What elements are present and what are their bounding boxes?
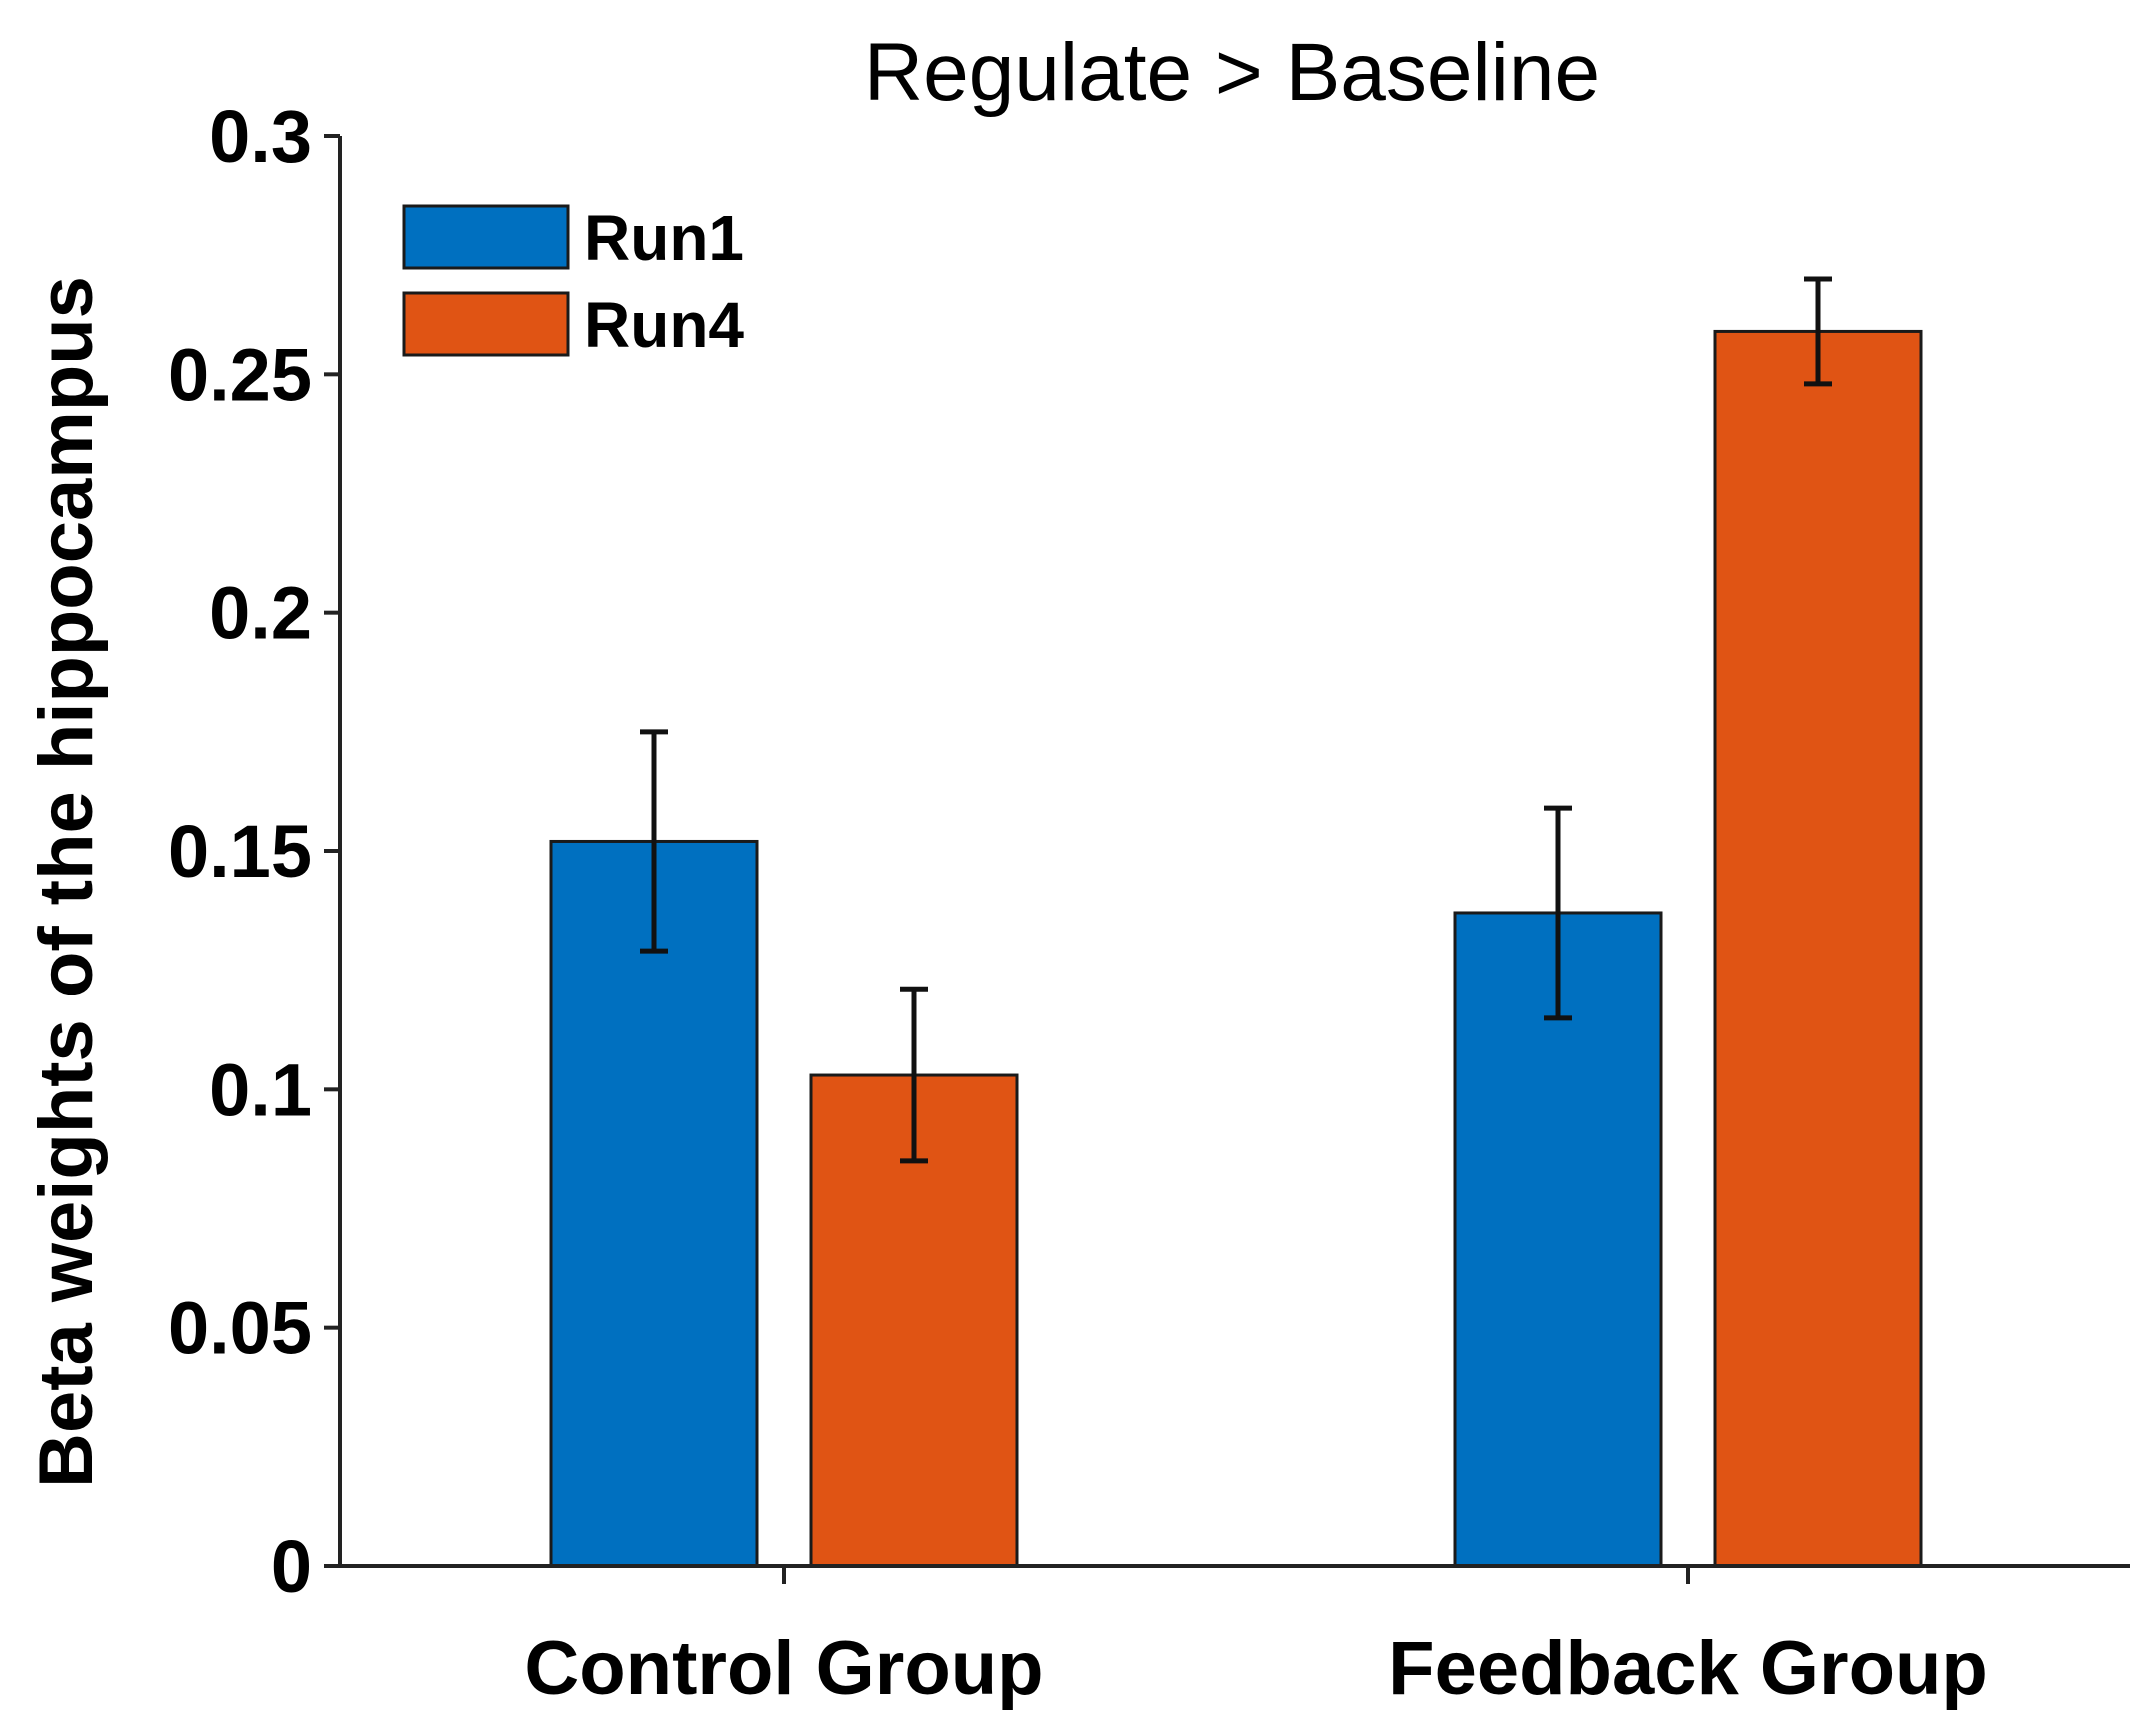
y-tick-label: 0.05 [168,1287,312,1370]
chart-title: Regulate > Baseline [864,27,1600,118]
x-category-label: Feedback Group [1388,1626,1988,1711]
y-tick-label: 0.2 [209,572,312,655]
y-axis-label: Beta weights of the hippocampus [24,276,109,1488]
legend: Run1 Run4 [402,202,744,361]
bar-run1-0 [549,839,759,1568]
y-tick-label: 0.15 [168,810,312,893]
y-tick-label: 0.25 [168,333,312,416]
error-bar-run1-1 [1544,805,1572,1021]
legend-label-run4: Run4 [584,289,744,361]
y-tick-label: 0.1 [209,1048,312,1131]
error-bar-run4-1 [1804,276,1832,387]
x-category-label: Control Group [524,1626,1043,1711]
bar-run4-1 [1713,329,1923,1568]
y-tick-label: 0.3 [209,95,312,178]
error-bar-run4-0 [900,986,928,1164]
legend-label-run1: Run1 [584,202,744,274]
legend-swatch-run1 [402,204,570,270]
y-tick-label: 0 [271,1525,312,1608]
legend-swatch-run4 [402,291,570,357]
error-bar-run1-0 [640,729,668,954]
